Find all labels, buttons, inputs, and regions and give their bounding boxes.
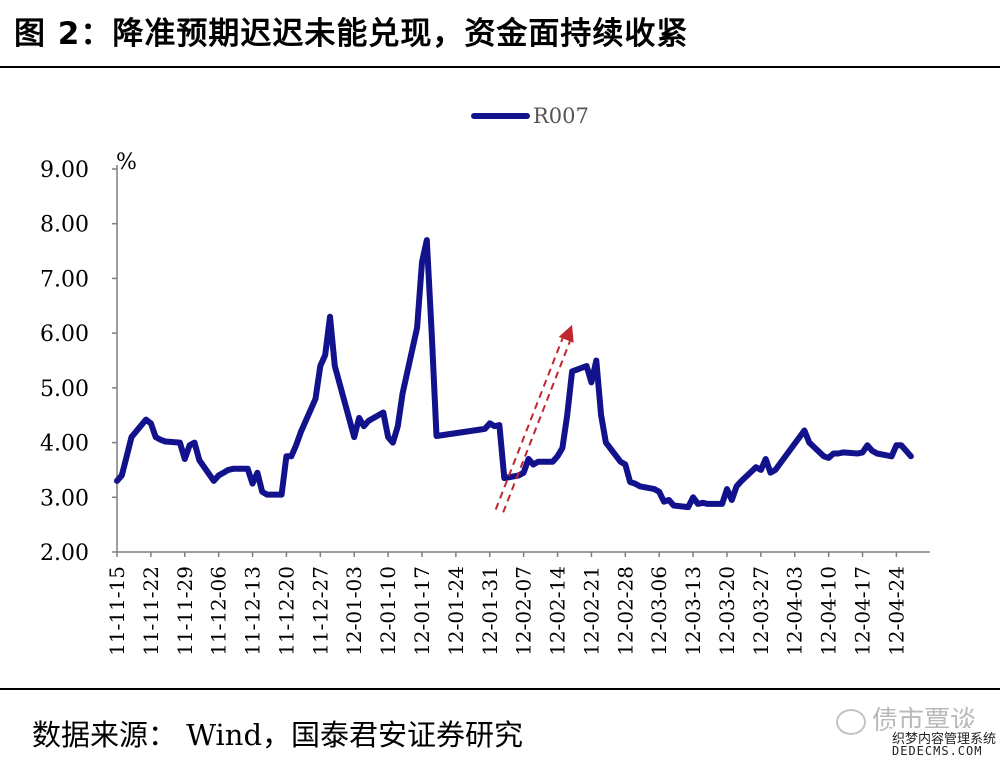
trend-arrow-shaft [502,340,571,513]
x-tick-label: 12-01-17 [410,566,434,656]
y-tick-label: 9.00 [40,158,89,183]
x-tick-label: 12-04-17 [851,566,875,656]
y-axis-unit-label: % [116,150,137,175]
x-tick-label: 11-11-29 [173,566,197,656]
trend-arrow-shaft [494,338,564,510]
x-tick-label: 12-01-24 [444,566,468,656]
plot-area [114,237,914,513]
data-source-note: 数据来源： Wind，国泰君安证券研究 [32,718,524,752]
x-tick-label: 12-01-10 [376,566,400,656]
x-tick-label: 12-02-14 [546,566,570,656]
x-tick-label: 12-04-24 [884,566,908,656]
x-tick-label: 11-11-15 [105,566,129,656]
r007-line-chart: R007 % 2.003.004.005.006.007.008.009.00 … [40,104,930,656]
y-tick-label: 6.00 [40,322,89,347]
x-tick-label: 12-04-03 [783,566,807,656]
x-tick-label: 12-02-21 [579,566,603,656]
site-watermark-en: DEDECMS.COM [892,744,983,758]
y-tick-label: 5.00 [40,377,89,402]
bottom-rule [0,688,1000,690]
x-axis: 11-11-15 11-11-22 11-11-29 11-12-06 11-12-13… [105,551,930,656]
x-tick-label: 12-03-27 [749,566,773,656]
y-tick-label: 7.00 [40,267,89,292]
x-tick-label: 12-01-03 [342,566,366,656]
x-tick-label: 11-12-06 [207,566,231,656]
x-tick-label: 11-12-13 [241,566,265,656]
figure-title: 图 2：降准预期迟迟未能兑现，资金面持续收紧 [14,16,689,52]
wechat-icon [836,708,866,735]
x-tick-label: 12-02-07 [512,566,536,656]
y-tick-label: 4.00 [40,432,89,457]
x-tick-label: 11-12-27 [308,566,332,656]
series-line-r007 [114,237,914,511]
trend-arrow-head [558,324,574,343]
x-tick-label: 11-12-20 [274,566,298,656]
site-watermark-cn: 织梦内容管理系统 [892,728,997,747]
x-tick-label: 11-11-22 [139,566,163,656]
x-tick-label: 12-01-31 [478,566,502,656]
y-axis: 2.00 3.00 4.00 5.00 6.00 7.00 8.00 9.00 [40,158,118,566]
y-tick-label: 8.00 [40,213,89,238]
legend-label-r007: R007 [533,104,589,128]
y-tick-label: 2.00 [40,541,89,566]
x-tick-label: 12-04-10 [817,566,841,656]
x-tick-label: 12-03-13 [681,566,705,656]
x-tick-label: 12-02-28 [613,566,637,656]
y-tick-label: 3.00 [40,486,89,511]
chart-legend: R007 [471,104,589,128]
x-tick-label: 12-03-20 [715,566,739,656]
top-rule [0,66,1000,68]
x-tick-label: 12-03-06 [647,566,671,656]
